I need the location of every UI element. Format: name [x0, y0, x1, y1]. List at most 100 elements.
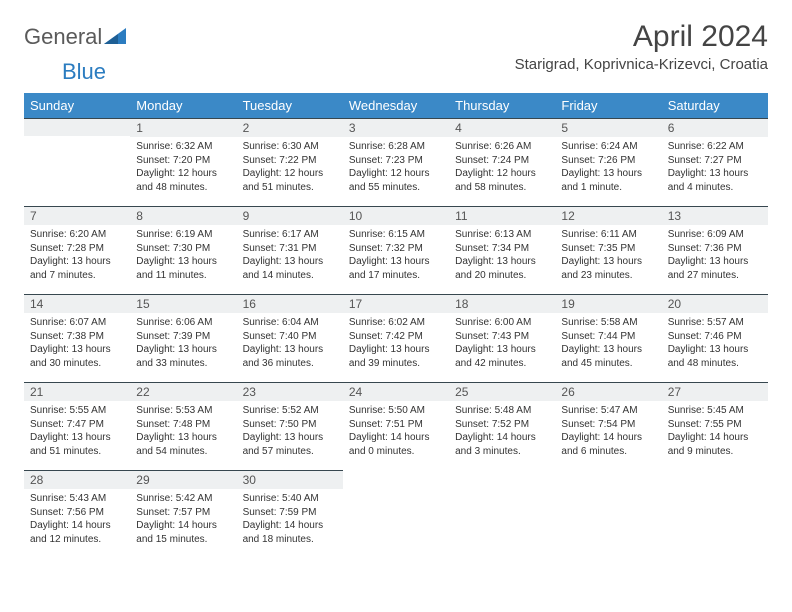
- day-line: and 12 minutes.: [30, 533, 124, 547]
- day-detail: Sunrise: 6:11 AMSunset: 7:35 PMDaylight:…: [555, 225, 661, 286]
- day-line: Sunrise: 6:24 AM: [561, 140, 655, 154]
- calendar-day: 9Sunrise: 6:17 AMSunset: 7:31 PMDaylight…: [237, 206, 343, 294]
- day-line: Sunset: 7:32 PM: [349, 242, 443, 256]
- day-line: Sunset: 7:22 PM: [243, 154, 337, 168]
- day-line: Sunset: 7:42 PM: [349, 330, 443, 344]
- day-line: Sunset: 7:54 PM: [561, 418, 655, 432]
- brand-part2: Blue: [62, 59, 106, 84]
- day-detail: Sunrise: 6:07 AMSunset: 7:38 PMDaylight:…: [24, 313, 130, 374]
- day-detail: Sunrise: 6:22 AMSunset: 7:27 PMDaylight:…: [662, 137, 768, 198]
- day-line: Sunset: 7:27 PM: [668, 154, 762, 168]
- day-line: and 14 minutes.: [243, 269, 337, 283]
- day-line: Sunset: 7:48 PM: [136, 418, 230, 432]
- calendar-day: 17Sunrise: 6:02 AMSunset: 7:42 PMDayligh…: [343, 294, 449, 382]
- day-detail: Sunrise: 5:57 AMSunset: 7:46 PMDaylight:…: [662, 313, 768, 374]
- day-line: Daylight: 13 hours: [136, 343, 230, 357]
- day-line: Sunset: 7:40 PM: [243, 330, 337, 344]
- day-line: Sunset: 7:20 PM: [136, 154, 230, 168]
- calendar-week: 14Sunrise: 6:07 AMSunset: 7:38 PMDayligh…: [24, 294, 768, 382]
- day-line: Sunrise: 5:50 AM: [349, 404, 443, 418]
- day-line: Sunset: 7:26 PM: [561, 154, 655, 168]
- calendar-day: 2 Sunrise: 6:30 AMSunset: 7:22 PMDaylight…: [237, 118, 343, 206]
- day-line: Daylight: 12 hours: [455, 167, 549, 181]
- title-area: April 2024 Starigrad, Koprivnica-Krizevc…: [515, 20, 768, 73]
- day-number: 19: [555, 294, 661, 313]
- day-line: and 33 minutes.: [136, 357, 230, 371]
- day-line: Sunset: 7:23 PM: [349, 154, 443, 168]
- day-line: Sunset: 7:24 PM: [455, 154, 549, 168]
- day-line: Sunrise: 5:58 AM: [561, 316, 655, 330]
- empty-daynum: [24, 118, 130, 136]
- day-detail: Sunrise: 6:09 AMSunset: 7:36 PMDaylight:…: [662, 225, 768, 286]
- day-number: 7: [24, 206, 130, 225]
- day-line: Sunset: 7:52 PM: [455, 418, 549, 432]
- triangle-icon: [104, 28, 126, 46]
- calendar-week: 21Sunrise: 5:55 AMSunset: 7:47 PMDayligh…: [24, 382, 768, 470]
- day-line: Sunrise: 5:55 AM: [30, 404, 124, 418]
- calendar-day: 3Sunrise: 6:28 AMSunset: 7:23 PMDaylight…: [343, 118, 449, 206]
- day-line: Sunset: 7:55 PM: [668, 418, 762, 432]
- day-line: Sunset: 7:34 PM: [455, 242, 549, 256]
- calendar-day-empty: [343, 470, 449, 558]
- day-line: Sunrise: 5:57 AM: [668, 316, 762, 330]
- day-line: Daylight: 13 hours: [561, 343, 655, 357]
- day-line: Sunrise: 6:02 AM: [349, 316, 443, 330]
- day-line: Sunrise: 6:22 AM: [668, 140, 762, 154]
- calendar-day: 15Sunrise: 6:06 AMSunset: 7:39 PMDayligh…: [130, 294, 236, 382]
- day-line: and 1 minute.: [561, 181, 655, 195]
- calendar-day: 1Sunrise: 6:32 AMSunset: 7:20 PMDaylight…: [130, 118, 236, 206]
- day-number: 2: [237, 118, 343, 137]
- day-line: Sunrise: 6:30 AM: [243, 140, 337, 154]
- day-line: Sunrise: 6:13 AM: [455, 228, 549, 242]
- day-detail: Sunrise: 6:13 AMSunset: 7:34 PMDaylight:…: [449, 225, 555, 286]
- day-detail: Sunrise: 5:58 AMSunset: 7:44 PMDaylight:…: [555, 313, 661, 374]
- day-line: Sunrise: 6:20 AM: [30, 228, 124, 242]
- day-line: Daylight: 13 hours: [136, 431, 230, 445]
- day-line: Daylight: 13 hours: [561, 255, 655, 269]
- day-line: Sunset: 7:47 PM: [30, 418, 124, 432]
- day-line: and 3 minutes.: [455, 445, 549, 459]
- day-line: Daylight: 14 hours: [136, 519, 230, 533]
- day-line: and 48 minutes.: [136, 181, 230, 195]
- day-line: and 11 minutes.: [136, 269, 230, 283]
- day-detail: Sunrise: 5:47 AMSunset: 7:54 PMDaylight:…: [555, 401, 661, 462]
- day-line: Sunrise: 5:48 AM: [455, 404, 549, 418]
- day-line: Sunset: 7:31 PM: [243, 242, 337, 256]
- weekday-header: Tuesday: [237, 93, 343, 118]
- day-detail: Sunrise: 6:24 AMSunset: 7:26 PMDaylight:…: [555, 137, 661, 198]
- day-line: Sunrise: 5:52 AM: [243, 404, 337, 418]
- day-number: 18: [449, 294, 555, 313]
- day-number: 4: [449, 118, 555, 137]
- day-line: and 57 minutes.: [243, 445, 337, 459]
- day-number: 9: [237, 206, 343, 225]
- day-line: Daylight: 13 hours: [668, 167, 762, 181]
- day-number: 23: [237, 382, 343, 401]
- day-line: and 20 minutes.: [455, 269, 549, 283]
- calendar-day: 30Sunrise: 5:40 AMSunset: 7:59 PMDayligh…: [237, 470, 343, 558]
- day-line: Sunset: 7:35 PM: [561, 242, 655, 256]
- day-line: Daylight: 12 hours: [243, 167, 337, 181]
- day-number: 26: [555, 382, 661, 401]
- day-line: Sunset: 7:36 PM: [668, 242, 762, 256]
- calendar-day: 21Sunrise: 5:55 AMSunset: 7:47 PMDayligh…: [24, 382, 130, 470]
- day-line: Sunrise: 6:11 AM: [561, 228, 655, 242]
- calendar-day: 24Sunrise: 5:50 AMSunset: 7:51 PMDayligh…: [343, 382, 449, 470]
- day-line: Daylight: 14 hours: [455, 431, 549, 445]
- brand-part1: General: [24, 24, 102, 50]
- day-line: Sunrise: 5:47 AM: [561, 404, 655, 418]
- day-line: Daylight: 13 hours: [668, 255, 762, 269]
- day-line: Sunrise: 6:17 AM: [243, 228, 337, 242]
- day-line: and 55 minutes.: [349, 181, 443, 195]
- weekday-header: Thursday: [449, 93, 555, 118]
- day-line: Daylight: 13 hours: [455, 255, 549, 269]
- day-line: Daylight: 13 hours: [668, 343, 762, 357]
- day-line: Daylight: 14 hours: [243, 519, 337, 533]
- day-line: Daylight: 13 hours: [349, 343, 443, 357]
- day-line: Sunrise: 6:32 AM: [136, 140, 230, 154]
- day-detail: Sunrise: 5:55 AMSunset: 7:47 PMDaylight:…: [24, 401, 130, 462]
- day-line: Sunset: 7:43 PM: [455, 330, 549, 344]
- day-line: Daylight: 12 hours: [349, 167, 443, 181]
- day-number: 1: [130, 118, 236, 137]
- day-number: 10: [343, 206, 449, 225]
- day-line: and 7 minutes.: [30, 269, 124, 283]
